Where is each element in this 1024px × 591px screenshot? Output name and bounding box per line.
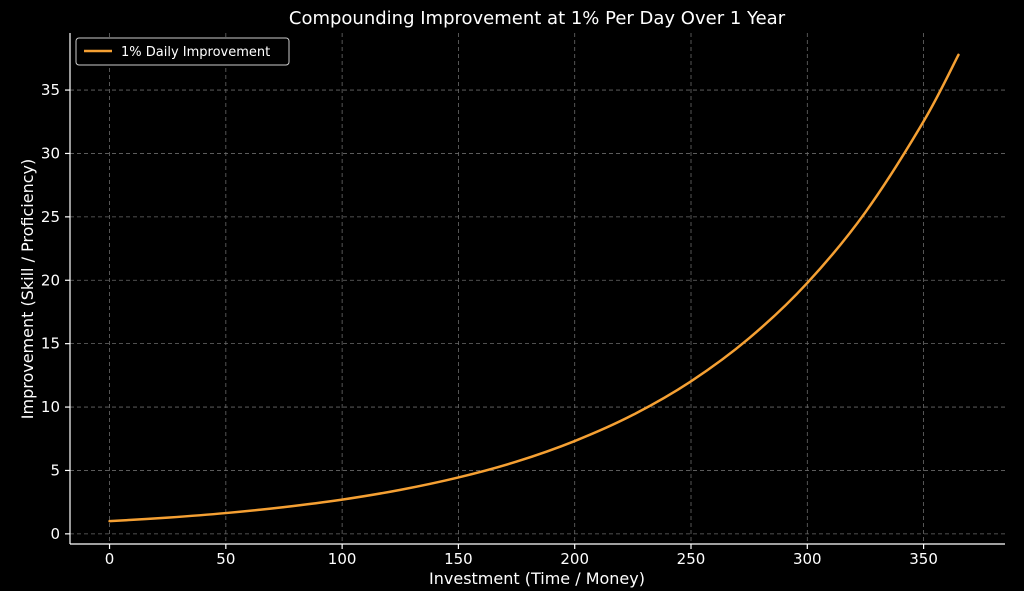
series-line [108, 53, 960, 523]
y-tick-label: 30 [41, 144, 60, 162]
y-tick-label: 0 [50, 525, 60, 543]
y-tick-label: 10 [41, 398, 60, 416]
y-tick-label: 25 [41, 208, 60, 226]
y-tick-label: 5 [50, 461, 60, 479]
x-tick-label: 0 [105, 550, 115, 568]
x-tick-label: 50 [216, 550, 235, 568]
x-ticks: 0 50 100 150 200 250 300 350 [105, 544, 938, 568]
y-tick-label: 15 [41, 335, 60, 353]
x-tick-label: 150 [444, 550, 473, 568]
y-tick-label: 35 [41, 81, 60, 99]
x-tick-label: 250 [677, 550, 706, 568]
legend-label: 1% Daily Improvement [121, 45, 270, 60]
x-tick-label: 300 [793, 550, 822, 568]
x-tick-label: 200 [560, 550, 589, 568]
x-tick-label: 100 [328, 550, 357, 568]
chart-title: Compounding Improvement at 1% Per Day Ov… [289, 8, 786, 29]
grid [70, 33, 1005, 544]
legend: 1% Daily Improvement [75, 37, 290, 66]
x-axis-label: Investment (Time / Money) [429, 569, 645, 588]
y-ticks: 0 5 10 15 20 25 30 35 [41, 81, 70, 543]
y-axis-label: Improvement (Skill / Proficiency) [18, 159, 37, 419]
x-tick-label: 350 [909, 550, 938, 568]
legend-box [75, 37, 290, 66]
series-group [108, 53, 960, 523]
y-tick-label: 20 [41, 271, 60, 289]
